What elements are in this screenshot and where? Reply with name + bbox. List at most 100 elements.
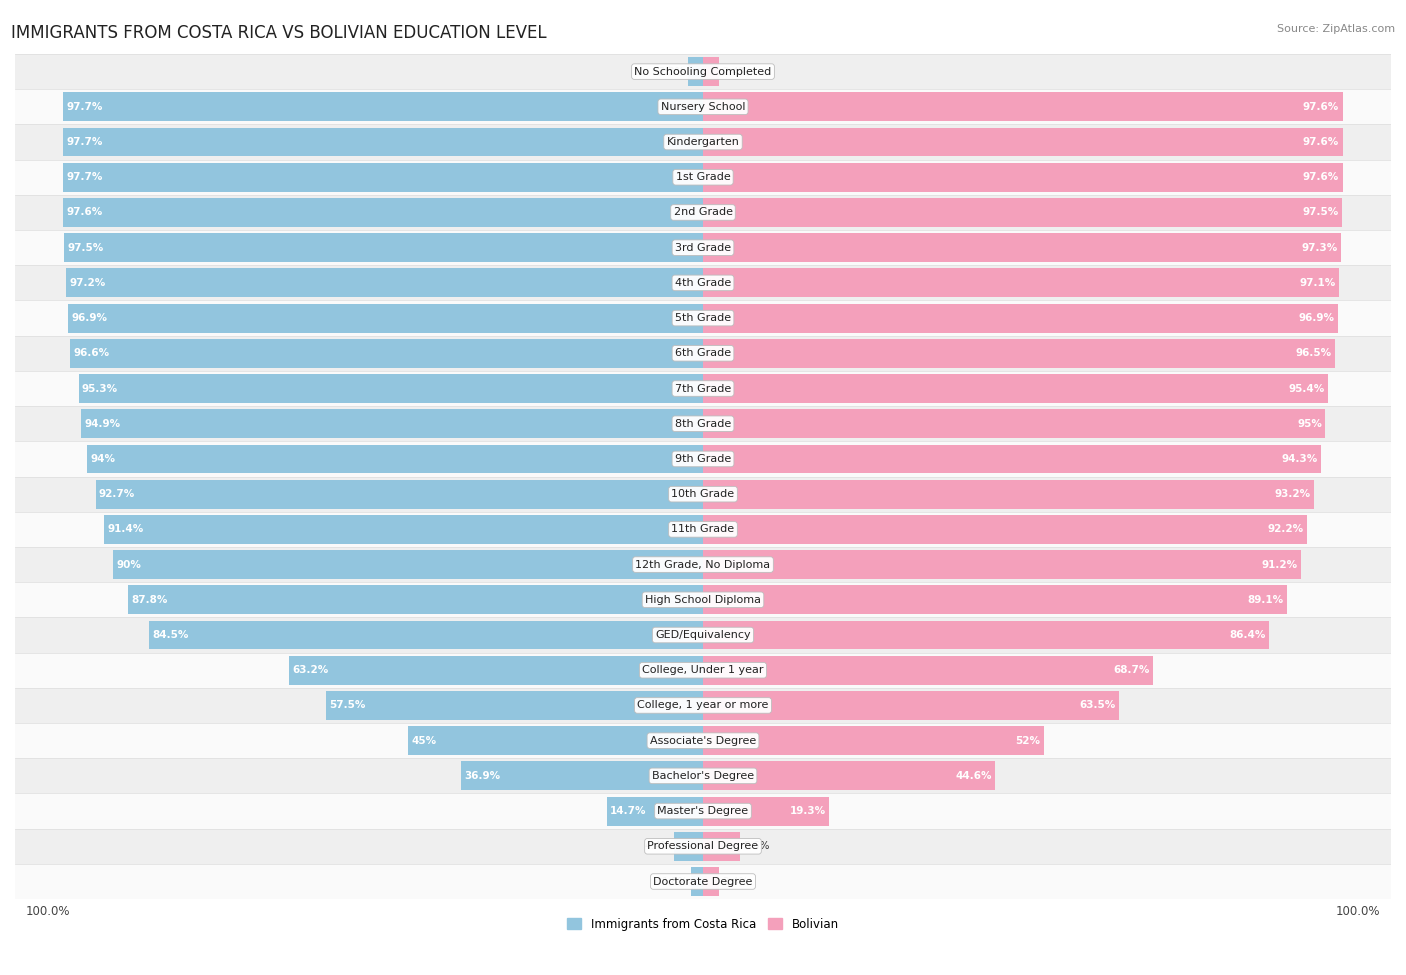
Bar: [15, 442, 1391, 477]
Bar: [703, 832, 740, 861]
Text: 97.3%: 97.3%: [1301, 243, 1337, 253]
Text: 97.6%: 97.6%: [66, 208, 103, 217]
Bar: [703, 445, 1320, 474]
Bar: [703, 198, 1341, 227]
Text: College, Under 1 year: College, Under 1 year: [643, 665, 763, 676]
Text: College, 1 year or more: College, 1 year or more: [637, 700, 769, 711]
Bar: [15, 829, 1391, 864]
Bar: [326, 691, 703, 720]
Bar: [703, 761, 995, 791]
Bar: [703, 374, 1329, 403]
Bar: [288, 656, 703, 684]
Text: 97.7%: 97.7%: [66, 137, 103, 147]
Bar: [15, 687, 1391, 723]
Text: 1.8%: 1.8%: [661, 877, 688, 886]
Text: 68.7%: 68.7%: [1114, 665, 1150, 676]
Text: Associate's Degree: Associate's Degree: [650, 736, 756, 746]
Text: 2.4%: 2.4%: [723, 877, 748, 886]
Text: 11th Grade: 11th Grade: [672, 525, 734, 534]
Bar: [96, 480, 703, 509]
Bar: [408, 726, 703, 755]
Text: 89.1%: 89.1%: [1247, 595, 1284, 604]
Bar: [703, 410, 1326, 438]
Bar: [79, 374, 703, 403]
Bar: [673, 832, 703, 861]
Bar: [15, 407, 1391, 442]
Bar: [128, 585, 703, 614]
Text: 57.5%: 57.5%: [329, 700, 366, 711]
Bar: [87, 445, 703, 474]
Bar: [15, 125, 1391, 160]
Text: 3rd Grade: 3rd Grade: [675, 243, 731, 253]
Text: 36.9%: 36.9%: [464, 771, 501, 781]
Text: 5.6%: 5.6%: [742, 841, 769, 851]
Text: 96.9%: 96.9%: [72, 313, 107, 323]
Text: 96.5%: 96.5%: [1296, 348, 1331, 358]
Text: 63.5%: 63.5%: [1080, 700, 1116, 711]
Text: Kindergarten: Kindergarten: [666, 137, 740, 147]
Bar: [703, 726, 1043, 755]
Text: GED/Equivalency: GED/Equivalency: [655, 630, 751, 640]
Text: 19.3%: 19.3%: [790, 806, 827, 816]
Bar: [688, 58, 703, 86]
Bar: [703, 620, 1270, 649]
Bar: [15, 723, 1391, 759]
Legend: Immigrants from Costa Rica, Bolivian: Immigrants from Costa Rica, Bolivian: [562, 913, 844, 935]
Text: 96.9%: 96.9%: [1299, 313, 1334, 323]
Text: 91.2%: 91.2%: [1261, 560, 1298, 569]
Text: 92.2%: 92.2%: [1268, 525, 1303, 534]
Bar: [70, 339, 703, 368]
Text: 1st Grade: 1st Grade: [676, 173, 730, 182]
Text: Doctorate Degree: Doctorate Degree: [654, 877, 752, 886]
Bar: [703, 128, 1343, 156]
Text: 94.3%: 94.3%: [1281, 454, 1317, 464]
Bar: [703, 515, 1308, 544]
Bar: [63, 93, 703, 121]
Bar: [606, 797, 703, 826]
Bar: [15, 547, 1391, 582]
Bar: [15, 265, 1391, 300]
Bar: [114, 550, 703, 579]
Text: 14.7%: 14.7%: [610, 806, 647, 816]
Bar: [703, 339, 1336, 368]
Text: 5th Grade: 5th Grade: [675, 313, 731, 323]
Bar: [703, 268, 1340, 297]
Bar: [66, 268, 703, 297]
Text: 2.4%: 2.4%: [723, 66, 748, 77]
Bar: [703, 303, 1339, 332]
Text: 4th Grade: 4th Grade: [675, 278, 731, 288]
Bar: [15, 90, 1391, 125]
Bar: [149, 620, 703, 649]
Text: 95%: 95%: [1298, 418, 1322, 429]
Text: Master's Degree: Master's Degree: [658, 806, 748, 816]
Text: Source: ZipAtlas.com: Source: ZipAtlas.com: [1277, 24, 1395, 34]
Bar: [692, 867, 703, 896]
Text: 97.6%: 97.6%: [1303, 173, 1340, 182]
Bar: [15, 759, 1391, 794]
Text: 87.8%: 87.8%: [131, 595, 167, 604]
Bar: [63, 163, 703, 192]
Text: 97.5%: 97.5%: [67, 243, 104, 253]
Text: 45%: 45%: [412, 736, 436, 746]
Text: 84.5%: 84.5%: [153, 630, 188, 640]
Bar: [703, 58, 718, 86]
Bar: [15, 512, 1391, 547]
Bar: [703, 691, 1119, 720]
Bar: [104, 515, 703, 544]
Bar: [703, 480, 1313, 509]
Text: 9th Grade: 9th Grade: [675, 454, 731, 464]
Text: 97.5%: 97.5%: [1302, 208, 1339, 217]
Bar: [15, 335, 1391, 370]
Text: 2nd Grade: 2nd Grade: [673, 208, 733, 217]
Bar: [703, 163, 1343, 192]
Text: 2.3%: 2.3%: [658, 66, 685, 77]
Bar: [15, 652, 1391, 687]
Text: 10th Grade: 10th Grade: [672, 489, 734, 499]
Bar: [67, 303, 703, 332]
Bar: [703, 656, 1153, 684]
Bar: [703, 867, 718, 896]
Text: Nursery School: Nursery School: [661, 101, 745, 112]
Bar: [703, 797, 830, 826]
Text: Professional Degree: Professional Degree: [647, 841, 759, 851]
Text: 95.4%: 95.4%: [1288, 383, 1324, 394]
